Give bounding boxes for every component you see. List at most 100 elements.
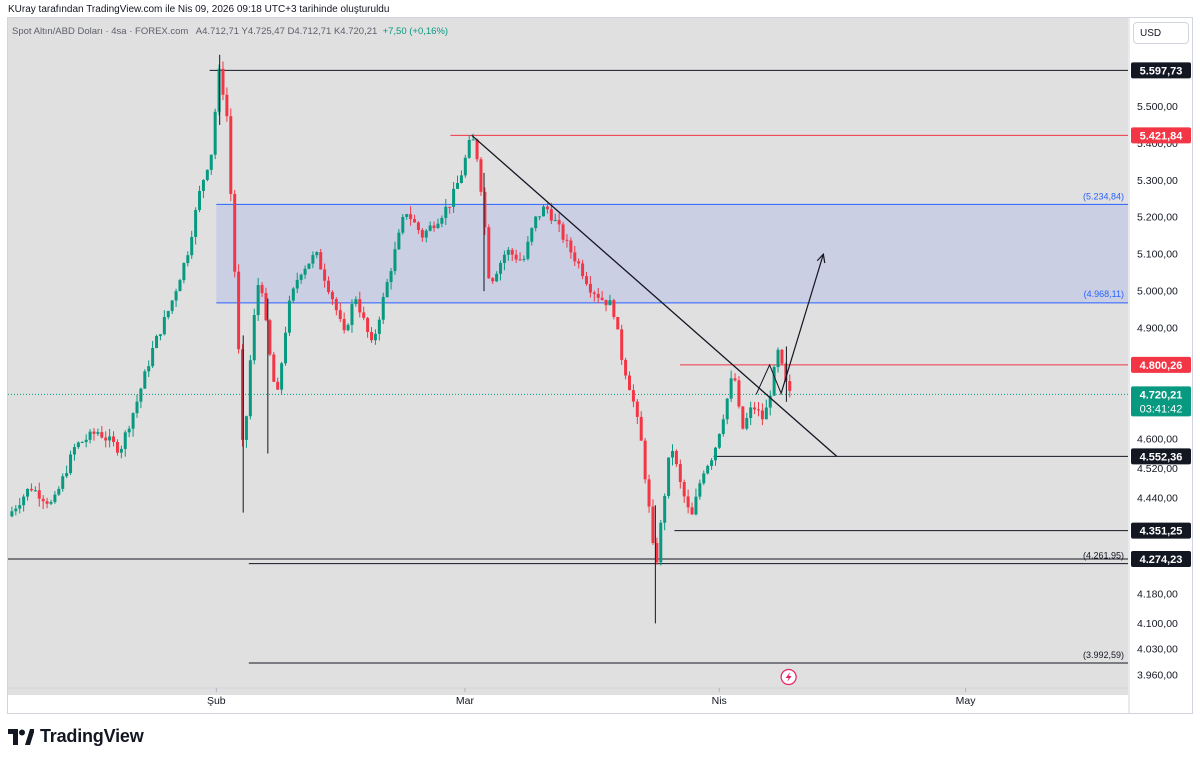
- candle-body: [616, 316, 620, 330]
- candle-body: [291, 288, 295, 301]
- y-tick-label: 4.900,00: [1137, 323, 1178, 335]
- price-badge-label: 4.720,21: [1140, 389, 1183, 401]
- x-tick-label: Şub: [207, 695, 226, 707]
- zigzag-drawing[interactable]: [755, 363, 782, 395]
- zone-top-label: (5.234,84): [1083, 191, 1124, 201]
- price-badge-label: 5.597,73: [1140, 65, 1183, 77]
- candle-body: [252, 315, 256, 361]
- price-badge: [1131, 127, 1191, 144]
- candle-body: [502, 254, 506, 264]
- price-badge: [1131, 522, 1191, 539]
- candle-body: [467, 140, 471, 158]
- candle-body: [545, 206, 549, 210]
- candle-body: [729, 378, 733, 399]
- candle-body: [330, 292, 334, 300]
- candle-body: [483, 191, 487, 228]
- candle-body: [166, 311, 170, 318]
- ohlc-values: A4.712,71 Y4.725,47 D4.712,71 K4.720,21: [195, 26, 378, 37]
- candle-body: [499, 263, 503, 274]
- candle-body: [147, 366, 151, 372]
- candle-body: [737, 380, 741, 407]
- candle-body: [119, 448, 123, 453]
- candle-body: [514, 254, 518, 260]
- candle-body: [659, 522, 663, 563]
- candle-body: [764, 407, 768, 420]
- candle-body: [768, 395, 772, 408]
- candle-body: [397, 232, 401, 250]
- candle-body: [588, 283, 592, 293]
- candle-body: [377, 319, 381, 334]
- candle-body: [604, 299, 608, 306]
- candle-body: [69, 454, 73, 474]
- candle-body: [749, 407, 753, 419]
- candle-body: [53, 494, 57, 502]
- candle-body: [37, 490, 41, 499]
- candle-body: [424, 230, 428, 238]
- candle-body: [549, 209, 553, 221]
- candle-body: [717, 433, 721, 448]
- descending-trendline[interactable]: [471, 134, 838, 457]
- currency-button[interactable]: USD: [1133, 22, 1189, 44]
- brand-name: TradingView: [40, 726, 144, 746]
- candle-body: [307, 263, 311, 269]
- price-badge: [1131, 62, 1191, 79]
- candle-body: [643, 440, 647, 480]
- candle-body: [557, 219, 561, 225]
- candle-body: [753, 407, 757, 410]
- candle-body: [248, 360, 252, 417]
- candle-body: [350, 304, 354, 325]
- candle-body: [135, 401, 139, 414]
- candle-body: [354, 299, 358, 305]
- candle-body: [115, 441, 119, 453]
- candle-body: [358, 299, 362, 313]
- candle-body: [620, 329, 624, 360]
- candle-body: [170, 300, 174, 312]
- candle-body: [651, 506, 655, 544]
- candle-body: [14, 508, 18, 512]
- candle-body: [690, 507, 694, 515]
- y-tick-label: 5.000,00: [1137, 286, 1178, 298]
- candle-body: [303, 268, 307, 275]
- price-badge-label: 4.351,25: [1140, 526, 1183, 538]
- candle-body: [373, 333, 377, 341]
- level-label: (4.261,95): [1083, 551, 1124, 561]
- candle-body: [205, 169, 209, 180]
- candle-body: [733, 378, 737, 381]
- tradingview-logo[interactable]: TradingView: [8, 726, 144, 747]
- price-change: +7,50 (+0,16%): [382, 26, 449, 37]
- candle-body: [756, 409, 760, 411]
- candle-body: [413, 219, 417, 223]
- supply-zone[interactable]: [216, 204, 1128, 303]
- candle-body: [405, 214, 409, 217]
- projection-arrow[interactable]: [780, 253, 824, 395]
- candle-body: [432, 225, 436, 229]
- candle-body: [416, 222, 420, 230]
- candle-body: [26, 488, 30, 497]
- candle-body: [241, 349, 245, 440]
- candle-body: [151, 348, 155, 367]
- candle-body: [694, 496, 698, 515]
- candle-body: [452, 188, 456, 207]
- candle-body: [213, 111, 217, 155]
- y-tick-label: 5.500,00: [1137, 101, 1178, 113]
- y-tick-label: 4.100,00: [1137, 618, 1178, 630]
- candle-body: [698, 483, 702, 497]
- candle-body: [553, 219, 557, 221]
- y-tick-label: 4.030,00: [1137, 644, 1178, 656]
- candle-body: [702, 473, 706, 484]
- candle-body: [706, 465, 710, 474]
- candle-body: [577, 261, 581, 264]
- candle-body: [655, 543, 659, 563]
- candle-body: [518, 259, 522, 261]
- candle-body: [158, 334, 162, 336]
- candle-body: [725, 398, 729, 420]
- candle-body: [88, 431, 92, 440]
- candle-body: [186, 255, 190, 264]
- candle-body: [221, 68, 225, 95]
- candle-body: [45, 501, 49, 504]
- candle-body: [663, 495, 667, 523]
- candle-body: [61, 476, 65, 489]
- candle-body: [287, 300, 291, 333]
- candle-body: [592, 292, 596, 294]
